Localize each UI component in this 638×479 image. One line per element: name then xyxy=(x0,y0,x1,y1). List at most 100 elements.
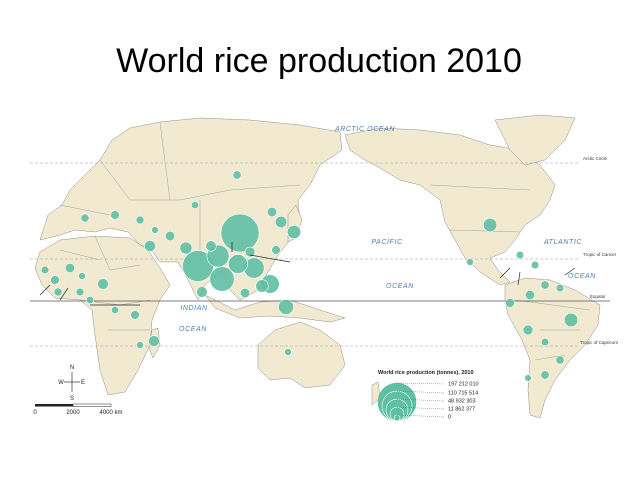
production-bubble xyxy=(244,246,256,258)
scale-label: 0 xyxy=(33,410,37,416)
production-bubble xyxy=(540,337,550,347)
legend-leader xyxy=(396,382,446,385)
line-label: Tropic of Capricorn xyxy=(580,340,619,345)
land-islands xyxy=(204,294,346,323)
ocean-label: OCEAN xyxy=(568,273,596,280)
legend-leader xyxy=(396,406,446,410)
map: ARCTIC OCEAN PACIFIC OCEAN ATLANTIC OCEA… xyxy=(30,114,619,422)
production-bubble xyxy=(284,348,292,356)
production-bubble xyxy=(286,224,302,240)
arrow xyxy=(499,267,511,279)
compass-s: S xyxy=(70,396,74,402)
production-bubble xyxy=(97,278,109,290)
ocean-label: ARCTIC OCEAN xyxy=(334,126,395,133)
production-bubble xyxy=(53,287,63,297)
production-bubble xyxy=(524,289,536,301)
production-bubble xyxy=(515,250,525,260)
production-bubble xyxy=(505,298,515,308)
legend-label: 11 862 377 xyxy=(448,406,475,412)
legend-label: 48 932 303 xyxy=(448,398,476,404)
production-bubble xyxy=(555,283,565,293)
production-bubble xyxy=(191,201,199,209)
production-bubble xyxy=(151,226,159,234)
production-bubble xyxy=(205,240,217,252)
production-bubble xyxy=(232,170,242,180)
production-bubble xyxy=(164,230,176,242)
arrow xyxy=(39,284,51,296)
production-bubble xyxy=(482,217,498,233)
ocean-label: ATLANTIC xyxy=(543,239,582,246)
compass-n: N xyxy=(70,365,74,371)
arrow xyxy=(517,271,521,286)
production-bubble xyxy=(110,210,120,220)
production-bubble xyxy=(563,312,579,328)
legend: World rice production (tonnes), 2010 197… xyxy=(377,370,479,422)
production-bubble xyxy=(64,262,76,274)
compass: N W E S xyxy=(58,365,85,402)
arrow xyxy=(564,267,576,276)
production-bubble xyxy=(130,310,140,320)
land-north-america xyxy=(344,127,556,286)
production-bubble xyxy=(271,245,281,255)
legend-label: 0 xyxy=(448,414,451,420)
production-bubble xyxy=(111,306,119,314)
arrow xyxy=(59,287,69,301)
legend-leader xyxy=(396,398,446,402)
arrow xyxy=(249,254,291,263)
production-bubble xyxy=(255,279,269,293)
legend-label: 110 715 514 xyxy=(448,390,478,396)
legend-leader xyxy=(396,414,446,418)
arrows xyxy=(39,242,576,306)
production-bubble xyxy=(135,215,145,225)
production-bubble xyxy=(540,370,550,380)
production-bubble xyxy=(555,355,565,365)
scale-segment xyxy=(35,404,73,407)
production-bubble xyxy=(50,275,60,285)
slide-title: World rice production 2010 xyxy=(116,42,522,80)
production-bubble xyxy=(196,286,208,298)
scale-segment xyxy=(72,403,112,407)
production-bubble xyxy=(209,266,235,292)
land-africa xyxy=(34,235,171,396)
production-bubble xyxy=(530,260,540,270)
compass-e: E xyxy=(81,380,85,386)
line-label: Arctic Circle xyxy=(583,156,607,161)
land-south-america xyxy=(504,277,601,419)
production-bubble xyxy=(522,324,534,336)
production-bubble xyxy=(148,335,160,347)
production-bubble xyxy=(278,299,294,315)
production-bubble xyxy=(144,240,156,252)
production-bubble xyxy=(179,241,193,255)
production-bubble xyxy=(75,287,85,297)
ocean-label: INDIAN xyxy=(180,305,208,312)
land-australia xyxy=(257,321,346,389)
ocean-label: OCEAN xyxy=(386,283,414,290)
scale-bar: 0 2000 4000 km xyxy=(33,403,123,416)
ocean-label: PACIFIC xyxy=(371,239,403,246)
production-bubble xyxy=(540,280,550,290)
legend-title: World rice production (tonnes), 2010 xyxy=(378,370,474,376)
ocean-label: OCEAN xyxy=(179,326,207,333)
production-bubble xyxy=(228,254,248,274)
production-bubble xyxy=(266,206,278,218)
compass-w: W xyxy=(58,380,64,386)
production-bubble xyxy=(78,272,86,280)
production-bubble xyxy=(85,295,95,305)
land-greenland xyxy=(494,114,576,166)
production-bubble xyxy=(136,341,144,349)
scale-label: 4000 km xyxy=(99,410,122,416)
line-label: Equator xyxy=(590,294,606,299)
production-bubble xyxy=(466,258,474,266)
legend-label: 197 212 010 xyxy=(448,381,479,387)
production-bubble xyxy=(274,215,288,229)
production-bubble xyxy=(524,374,532,382)
production-bubble xyxy=(40,265,50,275)
bubble-layer xyxy=(40,170,579,382)
legend-leader xyxy=(396,390,446,394)
production-bubble xyxy=(80,213,90,223)
scale-label: 2000 xyxy=(66,410,80,416)
line-label: Tropic of Cancer xyxy=(583,252,617,257)
production-bubble xyxy=(220,213,260,253)
production-bubble xyxy=(239,287,251,299)
